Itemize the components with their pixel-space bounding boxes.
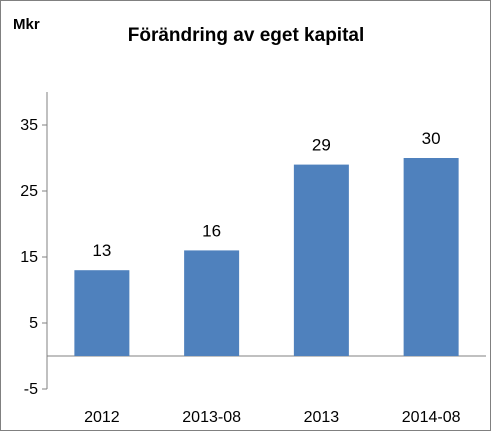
bar: [403, 158, 459, 356]
bar: [74, 270, 130, 356]
x-tick-label: 2014-08: [402, 409, 461, 426]
unit-label: Mkr: [13, 16, 40, 33]
data-labels: 13 16 29 30: [92, 129, 440, 260]
x-tick-labels: 2012 2013-08 2013 2014-08: [84, 409, 461, 426]
bar: [293, 164, 349, 356]
data-label: 29: [312, 136, 331, 155]
data-label: 30: [422, 129, 441, 148]
data-label: 16: [202, 221, 221, 240]
chart-title: Förändring av eget kapital: [128, 25, 365, 46]
x-tick-label: 2013: [304, 409, 340, 426]
data-label: 13: [92, 241, 111, 260]
bars: [74, 158, 459, 356]
y-tick-label: 15: [20, 249, 38, 266]
y-tick-label: 25: [20, 183, 38, 200]
x-tick-label: 2013-08: [182, 409, 241, 426]
x-tick-label: 2012: [84, 409, 120, 426]
y-tick-label: 35: [20, 117, 38, 134]
y-tick-labels: -5 5 15 25 35: [20, 117, 38, 398]
bar: [184, 250, 240, 356]
y-tick-label: 5: [29, 315, 38, 332]
y-tick-label: -5: [24, 381, 38, 398]
